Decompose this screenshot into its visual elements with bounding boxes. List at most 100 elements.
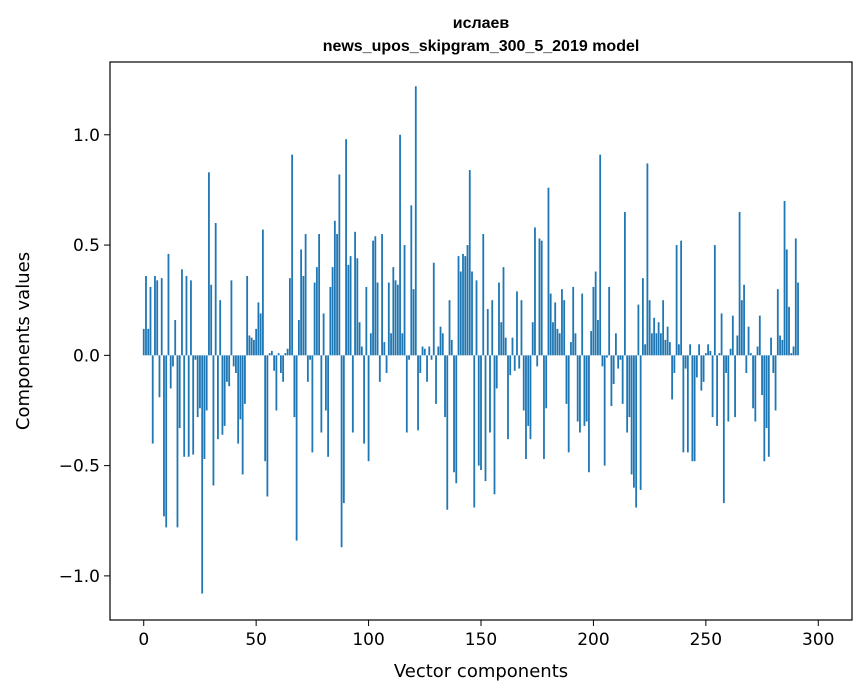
bar	[498, 282, 500, 356]
x-tick-label: 250	[690, 630, 722, 650]
bar	[257, 302, 260, 356]
bar	[563, 300, 566, 356]
bar	[522, 355, 525, 411]
bar	[448, 300, 451, 356]
bar	[306, 355, 309, 382]
bar	[477, 355, 480, 466]
bar	[682, 355, 685, 453]
bar	[376, 282, 379, 356]
bar	[309, 355, 312, 360]
bar	[149, 286, 152, 356]
bar	[729, 348, 732, 356]
bar	[403, 245, 406, 356]
bar	[203, 355, 206, 459]
bar	[324, 355, 327, 411]
bar	[603, 355, 606, 466]
bar	[677, 344, 680, 356]
bar	[396, 284, 399, 356]
bar	[639, 355, 642, 490]
bar	[412, 289, 415, 356]
bar	[318, 234, 321, 356]
bar	[471, 271, 473, 356]
bar	[432, 262, 435, 356]
bar	[399, 134, 401, 356]
bar	[199, 355, 201, 409]
bar	[205, 355, 208, 411]
bar	[336, 234, 338, 356]
bar	[770, 337, 772, 356]
bar	[747, 326, 750, 356]
bar	[145, 275, 147, 356]
bar-series	[142, 86, 799, 594]
bar	[788, 306, 790, 356]
bar	[502, 267, 505, 356]
bar	[178, 355, 181, 429]
bar	[713, 245, 716, 356]
bar	[552, 322, 554, 356]
bar	[610, 355, 613, 407]
bar	[797, 282, 799, 356]
bar	[734, 355, 736, 418]
bar	[387, 282, 390, 356]
bar	[165, 355, 168, 528]
bar	[464, 256, 467, 356]
bar	[725, 355, 727, 373]
bar	[286, 348, 289, 356]
bar	[284, 353, 287, 356]
x-tick-label: 100	[352, 630, 384, 650]
bar	[430, 355, 433, 360]
bar	[684, 355, 687, 369]
bar	[228, 355, 231, 387]
bar	[520, 300, 523, 356]
bar	[351, 355, 354, 433]
bar	[545, 355, 548, 409]
bar	[794, 238, 797, 356]
bar	[365, 286, 368, 356]
bar	[230, 280, 233, 356]
bar	[581, 293, 584, 356]
bar	[567, 355, 570, 453]
bar	[183, 355, 186, 457]
bar	[617, 355, 620, 369]
bar	[270, 350, 273, 356]
x-tick-label: 150	[465, 630, 497, 650]
bar	[709, 350, 712, 356]
bar	[574, 333, 577, 356]
bar	[378, 355, 381, 382]
bar	[423, 348, 426, 356]
bar	[711, 355, 714, 418]
bar	[331, 267, 334, 356]
bar	[342, 355, 345, 504]
bar	[208, 172, 210, 356]
bar	[295, 355, 298, 541]
bar	[633, 355, 635, 488]
bar	[264, 355, 267, 462]
bar	[446, 355, 449, 510]
bar	[525, 355, 527, 459]
bar	[311, 355, 314, 453]
bar	[259, 313, 262, 356]
bar	[531, 322, 534, 356]
bar	[214, 223, 217, 356]
bar	[154, 275, 156, 356]
bar	[151, 355, 154, 444]
bar	[262, 229, 264, 356]
bar	[630, 355, 633, 475]
bar	[707, 344, 709, 356]
bar	[241, 355, 244, 475]
bar	[237, 355, 240, 444]
bar	[516, 291, 518, 356]
x-tick-label: 200	[577, 630, 609, 650]
bar	[421, 346, 424, 356]
bar	[776, 289, 779, 356]
bar	[349, 256, 352, 356]
bar	[410, 205, 413, 356]
bar	[554, 302, 557, 356]
bar	[277, 353, 280, 356]
bar	[534, 227, 536, 356]
bar	[727, 355, 730, 422]
bar	[540, 240, 543, 356]
bar	[459, 271, 462, 356]
bar	[363, 355, 365, 444]
bar	[327, 355, 329, 457]
